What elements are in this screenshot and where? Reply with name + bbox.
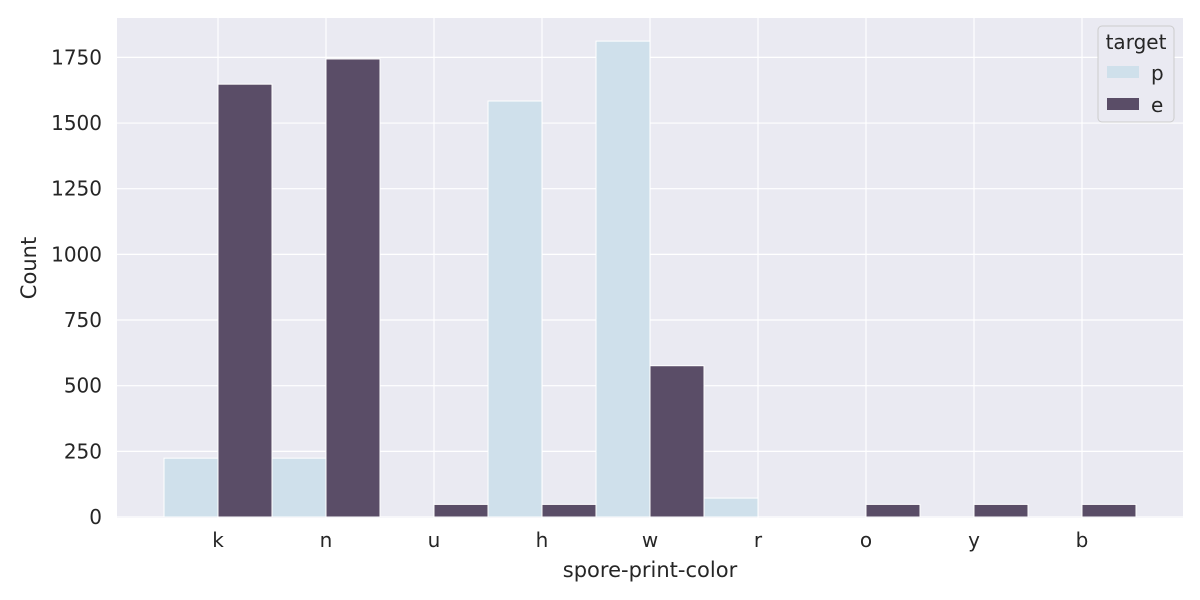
x-tick-label: n: [320, 528, 333, 552]
bar-e-o: [865, 503, 921, 518]
y-axis-label: Count: [17, 237, 41, 299]
y-tick-label: 500: [64, 374, 102, 398]
y-tick-label: 750: [64, 308, 102, 332]
bar-p-n: [271, 457, 327, 518]
x-tick-label: k: [212, 528, 224, 552]
x-tick-label: w: [642, 528, 658, 552]
legend-title: target: [1106, 30, 1167, 54]
x-tick-label: y: [968, 528, 980, 552]
legend-label-p: p: [1151, 61, 1164, 85]
bar-p-h: [487, 100, 543, 518]
x-tick-label: b: [1076, 528, 1089, 552]
legend-label-e: e: [1151, 93, 1163, 117]
y-tick-label: 1000: [51, 242, 102, 266]
legend: target p e: [1097, 25, 1175, 123]
x-tick-label: h: [536, 528, 549, 552]
bars: [163, 40, 1137, 518]
y-tick-labels: 0 250 500 750 1000 1250 1500 1750: [51, 45, 102, 529]
x-tick-label: o: [860, 528, 872, 552]
bar-e-h: [541, 503, 597, 518]
y-tick-label: 250: [64, 439, 102, 463]
y-tick-label: 0: [89, 505, 102, 529]
bar-e-y: [973, 503, 1029, 518]
bar-e-k: [217, 83, 273, 518]
x-axis-label: spore-print-color: [563, 558, 738, 582]
legend-swatch-e: [1107, 98, 1139, 110]
x-tick-label: r: [754, 528, 763, 552]
y-tick-label: 1750: [51, 45, 102, 69]
x-tick-label: u: [428, 528, 441, 552]
y-tick-label: 1250: [51, 177, 102, 201]
bar-p-k: [163, 457, 219, 518]
y-tick-label: 1500: [51, 111, 102, 135]
bar-e-u: [433, 503, 489, 518]
bar-p-r: [703, 497, 759, 518]
legend-swatch-p: [1107, 66, 1139, 78]
bar-p-w: [595, 40, 651, 518]
bar-e-n: [325, 58, 381, 518]
bar-e-b: [1081, 503, 1137, 518]
bar-e-w: [649, 365, 705, 518]
